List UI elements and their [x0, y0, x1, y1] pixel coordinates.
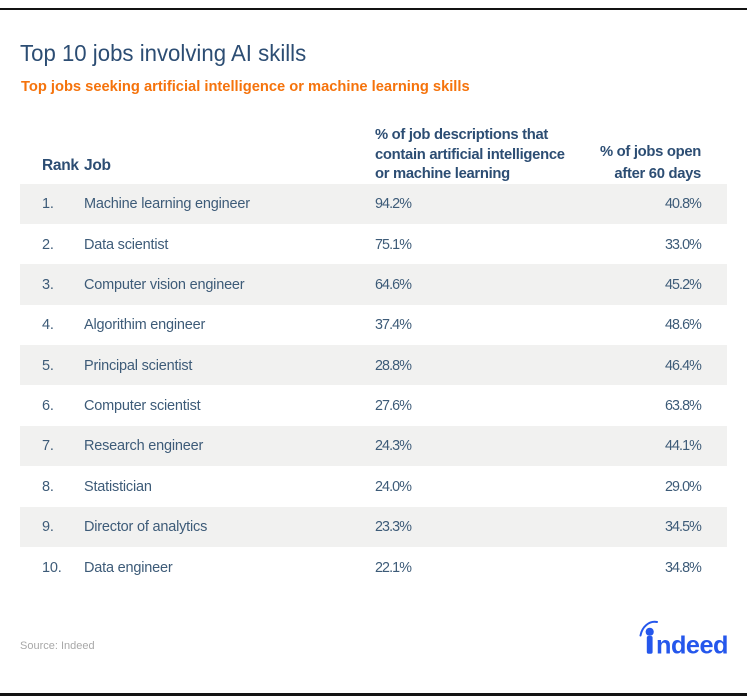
- svg-text:ndeed: ndeed: [656, 631, 728, 659]
